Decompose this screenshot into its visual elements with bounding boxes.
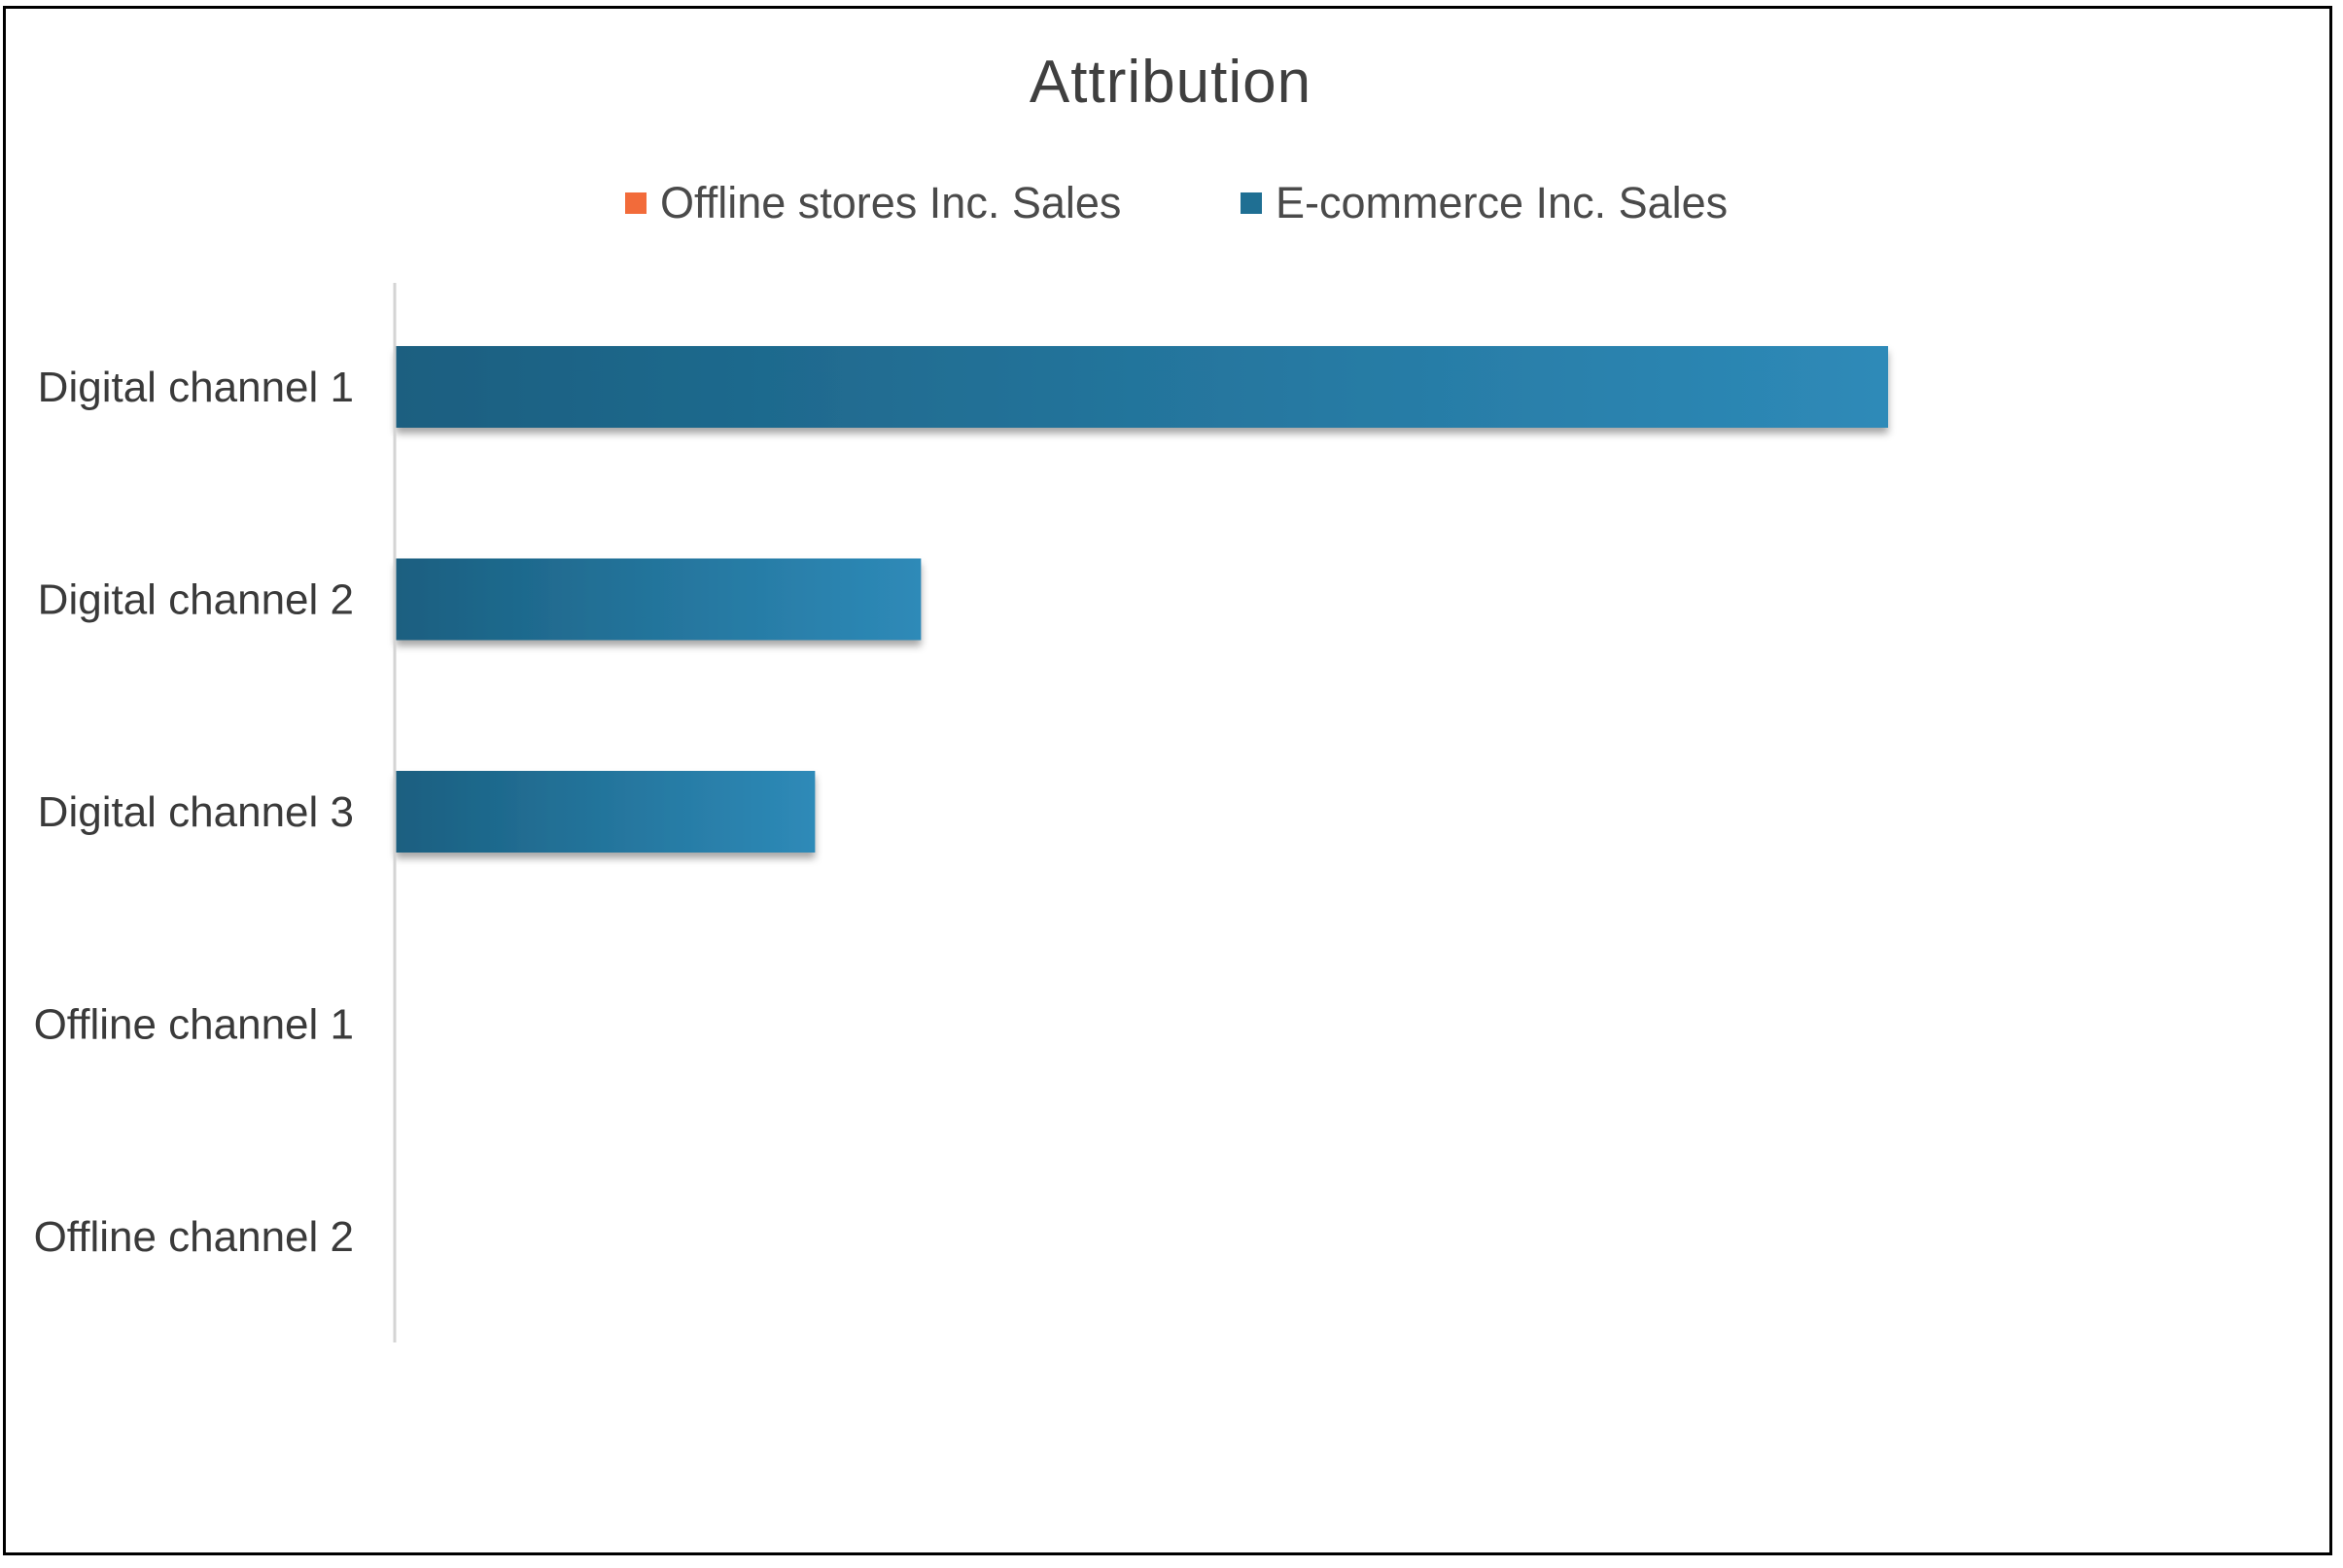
legend-swatch-offline-stores (625, 192, 647, 214)
bar-ecommerce[interactable] (396, 346, 1889, 428)
legend-item-offline-stores[interactable]: Offline stores Inc. Sales (625, 174, 1121, 232)
category-labels: Digital channel 1 Digital channel 2 Digita… (34, 364, 354, 1261)
bar-ecommerce[interactable] (396, 771, 816, 853)
legend: Offline stores Inc. Sales E-commerce Inc… (6, 174, 2335, 232)
category-label: Digital channel 3 (38, 788, 354, 836)
category-label: Digital channel 2 (38, 576, 354, 624)
category-label: Digital channel 1 (38, 364, 354, 411)
plot-area: Digital channel 1 Digital channel 2 Digita… (34, 283, 1889, 1342)
chart-frame: Attribution Offline stores Inc. Sales E-… (3, 6, 2332, 1555)
legend-item-ecommerce[interactable]: E-commerce Inc. Sales (1241, 174, 1728, 232)
legend-swatch-ecommerce (1241, 192, 1262, 214)
category-label: Offline channel 1 (34, 1001, 354, 1049)
category-label: Offline channel 2 (34, 1213, 354, 1261)
chart-title: Attribution (1029, 49, 1312, 116)
bars-layer (396, 346, 1889, 853)
bar-ecommerce[interactable] (396, 558, 922, 641)
legend-label-ecommerce: E-commerce Inc. Sales (1276, 178, 1729, 227)
legend-label-offline-stores: Offline stores Inc. Sales (660, 178, 1122, 227)
